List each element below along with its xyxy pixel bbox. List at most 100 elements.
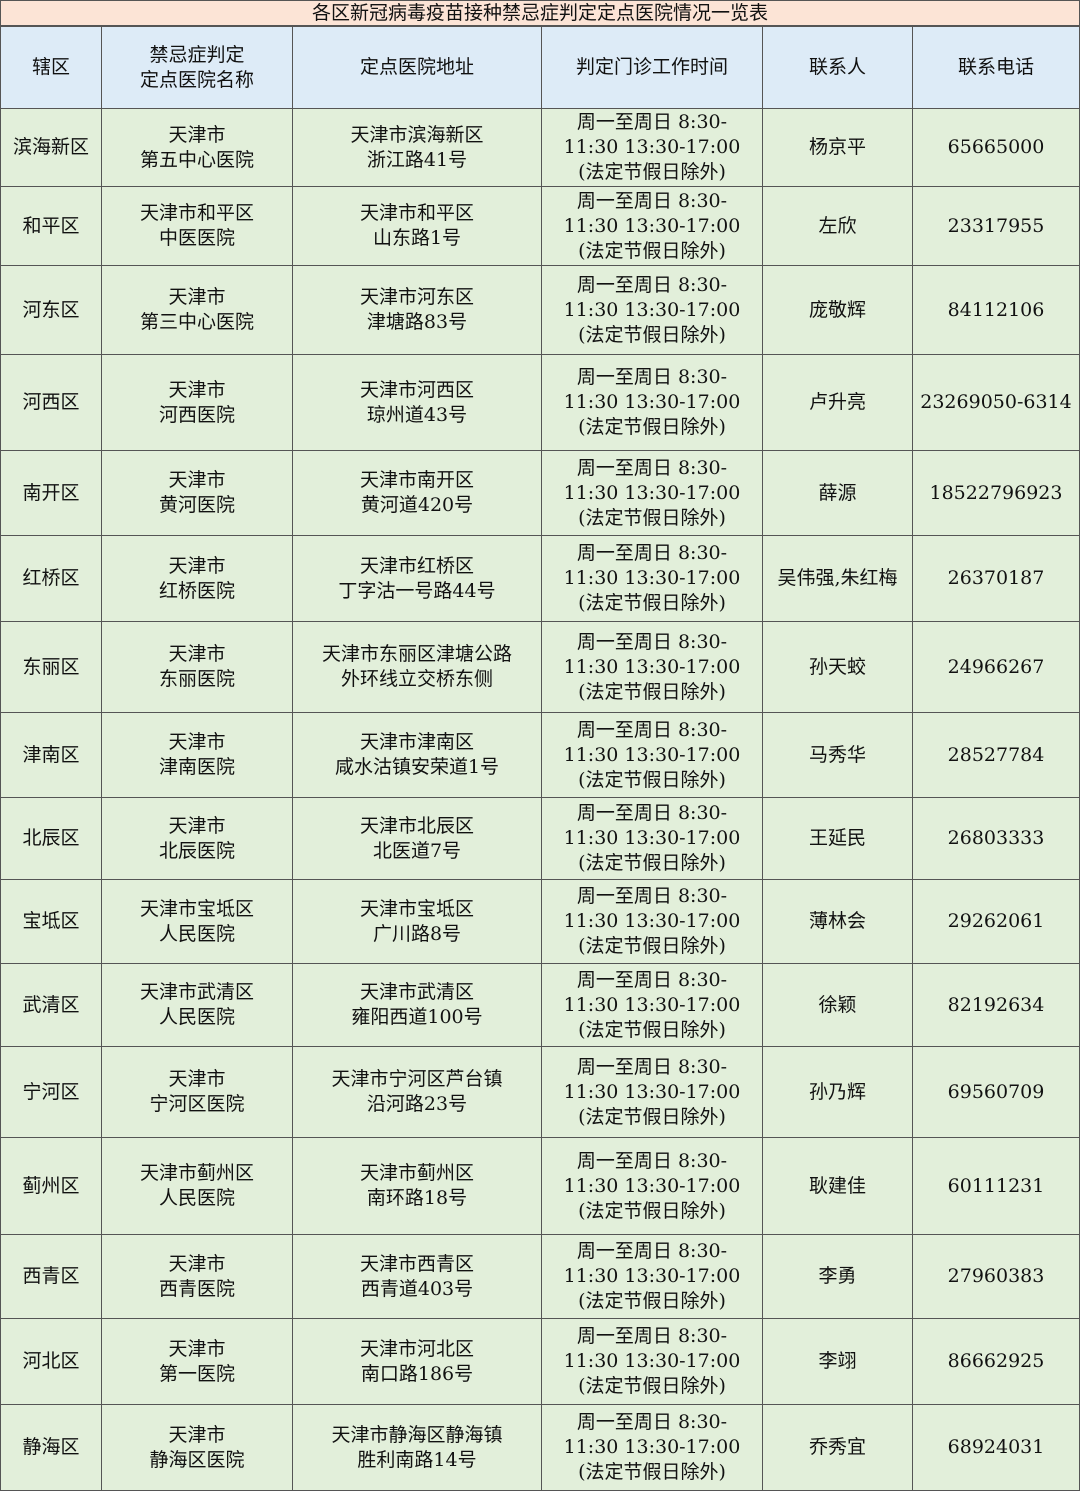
- contact-cell: 孙天蛟: [762, 621, 913, 713]
- hospital-name-cell: 天津市 第五中心医院: [101, 108, 293, 187]
- header-phone: 联系电话: [912, 26, 1080, 109]
- table-row: 红桥区 天津市 红桥医院 天津市红桥区 丁字沽一号路44号 周一至周日 8:30- 11:3…: [0, 535, 1080, 622]
- phone-cell: 82192634: [912, 963, 1080, 1047]
- district-cell: 津南区: [0, 712, 102, 798]
- phone-cell: 23269050-6314: [912, 354, 1080, 451]
- contact-cell: 庞敬辉: [762, 265, 913, 355]
- address-cell: 天津市宁河区芦台镇 沿河路23号: [292, 1046, 542, 1138]
- table-row: 河北区 天津市 第一医院 天津市河北区 南口路186号 周一至周日 8:30- 11:30 …: [0, 1318, 1080, 1405]
- district-cell: 河东区: [0, 265, 102, 355]
- address-cell: 天津市北辰区 北医道7号: [292, 797, 542, 880]
- address-cell: 天津市西青区 西青道403号: [292, 1234, 542, 1319]
- district-cell: 南开区: [0, 450, 102, 536]
- phone-cell: 24966267: [912, 621, 1080, 713]
- hospital-name-cell: 天津市 西青医院: [101, 1234, 293, 1319]
- district-cell: 西青区: [0, 1234, 102, 1319]
- header-hours: 判定门诊工作时间: [541, 26, 763, 109]
- contact-cell: 耿建佳: [762, 1137, 913, 1235]
- contact-cell: 李勇: [762, 1234, 913, 1319]
- phone-cell: 86662925: [912, 1318, 1080, 1405]
- hours-cell: 周一至周日 8:30- 11:30 13:30-17:00 (法定节假日除外): [541, 797, 763, 880]
- district-cell: 河北区: [0, 1318, 102, 1405]
- contact-cell: 薄林会: [762, 879, 913, 964]
- hours-cell: 周一至周日 8:30- 11:30 13:30-17:00 (法定节假日除外): [541, 1318, 763, 1405]
- district-cell: 宁河区: [0, 1046, 102, 1138]
- address-cell: 天津市红桥区 丁字沽一号路44号: [292, 535, 542, 622]
- address-cell: 天津市宝坻区 广川路8号: [292, 879, 542, 964]
- phone-cell: 23317955: [912, 186, 1080, 266]
- hospital-name-cell: 天津市 河西医院: [101, 354, 293, 451]
- hospital-name-cell: 天津市 第三中心医院: [101, 265, 293, 355]
- address-cell: 天津市河北区 南口路186号: [292, 1318, 542, 1405]
- hours-cell: 周一至周日 8:30- 11:30 13:30-17:00 (法定节假日除外): [541, 1046, 763, 1138]
- hospital-name-cell: 天津市 第一医院: [101, 1318, 293, 1405]
- table-row: 宝坻区 天津市宝坻区 人民医院 天津市宝坻区 广川路8号 周一至周日 8:30- 11:30…: [0, 879, 1080, 964]
- contact-cell: 卢升亮: [762, 354, 913, 451]
- address-cell: 天津市静海区静海镇 胜利南路14号: [292, 1404, 542, 1491]
- address-cell: 天津市东丽区津塘公路 外环线立交桥东侧: [292, 621, 542, 713]
- contact-cell: 吴伟强,朱红梅: [762, 535, 913, 622]
- table-row: 南开区 天津市 黄河医院 天津市南开区 黄河道420号 周一至周日 8:30- 11:30 …: [0, 450, 1080, 536]
- table-row: 和平区 天津市和平区 中医医院 天津市和平区 山东路1号 周一至周日 8:30- 11:30…: [0, 186, 1080, 266]
- contact-cell: 杨京平: [762, 108, 913, 187]
- hours-cell: 周一至周日 8:30- 11:30 13:30-17:00 (法定节假日除外): [541, 963, 763, 1047]
- contact-cell: 李翊: [762, 1318, 913, 1405]
- hours-cell: 周一至周日 8:30- 11:30 13:30-17:00 (法定节假日除外): [541, 879, 763, 964]
- table-row: 武清区 天津市武清区 人民医院 天津市武清区 雍阳西道100号 周一至周日 8:30- 11…: [0, 963, 1080, 1047]
- contact-cell: 马秀华: [762, 712, 913, 798]
- hospital-name-cell: 天津市 东丽医院: [101, 621, 293, 713]
- district-cell: 红桥区: [0, 535, 102, 622]
- district-cell: 河西区: [0, 354, 102, 451]
- hours-cell: 周一至周日 8:30- 11:30 13:30-17:00 (法定节假日除外): [541, 621, 763, 713]
- address-cell: 天津市蓟州区 南环路18号: [292, 1137, 542, 1235]
- contact-cell: 左欣: [762, 186, 913, 266]
- district-cell: 东丽区: [0, 621, 102, 713]
- hours-cell: 周一至周日 8:30- 11:30 13:30-17:00 (法定节假日除外): [541, 1137, 763, 1235]
- hospital-name-cell: 天津市武清区 人民医院: [101, 963, 293, 1047]
- contact-cell: 薛源: [762, 450, 913, 536]
- hours-cell: 周一至周日 8:30- 11:30 13:30-17:00 (法定节假日除外): [541, 1234, 763, 1319]
- phone-cell: 68924031: [912, 1404, 1080, 1491]
- hospital-name-cell: 天津市和平区 中医医院: [101, 186, 293, 266]
- header-address: 定点医院地址: [292, 26, 542, 109]
- hospital-name-cell: 天津市 北辰医院: [101, 797, 293, 880]
- table-row: 津南区 天津市 津南医院 天津市津南区 咸水沽镇安荣道1号 周一至周日 8:30- 11:3…: [0, 712, 1080, 798]
- phone-cell: 65665000: [912, 108, 1080, 187]
- hospital-name-cell: 天津市宝坻区 人民医院: [101, 879, 293, 964]
- address-cell: 天津市津南区 咸水沽镇安荣道1号: [292, 712, 542, 798]
- hours-cell: 周一至周日 8:30- 11:30 13:30-17:00 (法定节假日除外): [541, 108, 763, 187]
- hours-cell: 周一至周日 8:30- 11:30 13:30-17:00 (法定节假日除外): [541, 265, 763, 355]
- hours-cell: 周一至周日 8:30- 11:30 13:30-17:00 (法定节假日除外): [541, 535, 763, 622]
- table-row: 静海区 天津市 静海区医院 天津市静海区静海镇 胜利南路14号 周一至周日 8:30- 11…: [0, 1404, 1080, 1491]
- address-cell: 天津市河东区 津塘路83号: [292, 265, 542, 355]
- phone-cell: 27960383: [912, 1234, 1080, 1319]
- table-row: 蓟州区 天津市蓟州区 人民医院 天津市蓟州区 南环路18号 周一至周日 8:30- 11:3…: [0, 1137, 1080, 1235]
- district-cell: 武清区: [0, 963, 102, 1047]
- address-cell: 天津市和平区 山东路1号: [292, 186, 542, 266]
- hours-cell: 周一至周日 8:30- 11:30 13:30-17:00 (法定节假日除外): [541, 450, 763, 536]
- phone-cell: 18522796923: [912, 450, 1080, 536]
- table-row: 东丽区 天津市 东丽医院 天津市东丽区津塘公路 外环线立交桥东侧 周一至周日 8:30- 1…: [0, 621, 1080, 713]
- contact-cell: 王延民: [762, 797, 913, 880]
- header-district: 辖区: [0, 26, 102, 109]
- district-cell: 宝坻区: [0, 879, 102, 964]
- table-row: 西青区 天津市 西青医院 天津市西青区 西青道403号 周一至周日 8:30- 11:30 …: [0, 1234, 1080, 1319]
- phone-cell: 26803333: [912, 797, 1080, 880]
- hospital-name-cell: 天津市 宁河区医院: [101, 1046, 293, 1138]
- hospital-name-cell: 天津市 津南医院: [101, 712, 293, 798]
- phone-cell: 60111231: [912, 1137, 1080, 1235]
- hours-cell: 周一至周日 8:30- 11:30 13:30-17:00 (法定节假日除外): [541, 186, 763, 266]
- hours-cell: 周一至周日 8:30- 11:30 13:30-17:00 (法定节假日除外): [541, 712, 763, 798]
- header-hospital: 禁忌症判定 定点医院名称: [101, 26, 293, 109]
- hospital-name-cell: 天津市 黄河医院: [101, 450, 293, 536]
- address-cell: 天津市南开区 黄河道420号: [292, 450, 542, 536]
- phone-cell: 28527784: [912, 712, 1080, 798]
- phone-cell: 26370187: [912, 535, 1080, 622]
- district-cell: 和平区: [0, 186, 102, 266]
- district-cell: 蓟州区: [0, 1137, 102, 1235]
- hospital-table: 辖区 禁忌症判定 定点医院名称 定点医院地址 判定门诊工作时间 联系人 联系电话 …: [0, 26, 1080, 1491]
- contact-cell: 徐颖: [762, 963, 913, 1047]
- table-row: 北辰区 天津市 北辰医院 天津市北辰区 北医道7号 周一至周日 8:30- 11:30 13…: [0, 797, 1080, 880]
- hospital-name-cell: 天津市 红桥医院: [101, 535, 293, 622]
- phone-cell: 84112106: [912, 265, 1080, 355]
